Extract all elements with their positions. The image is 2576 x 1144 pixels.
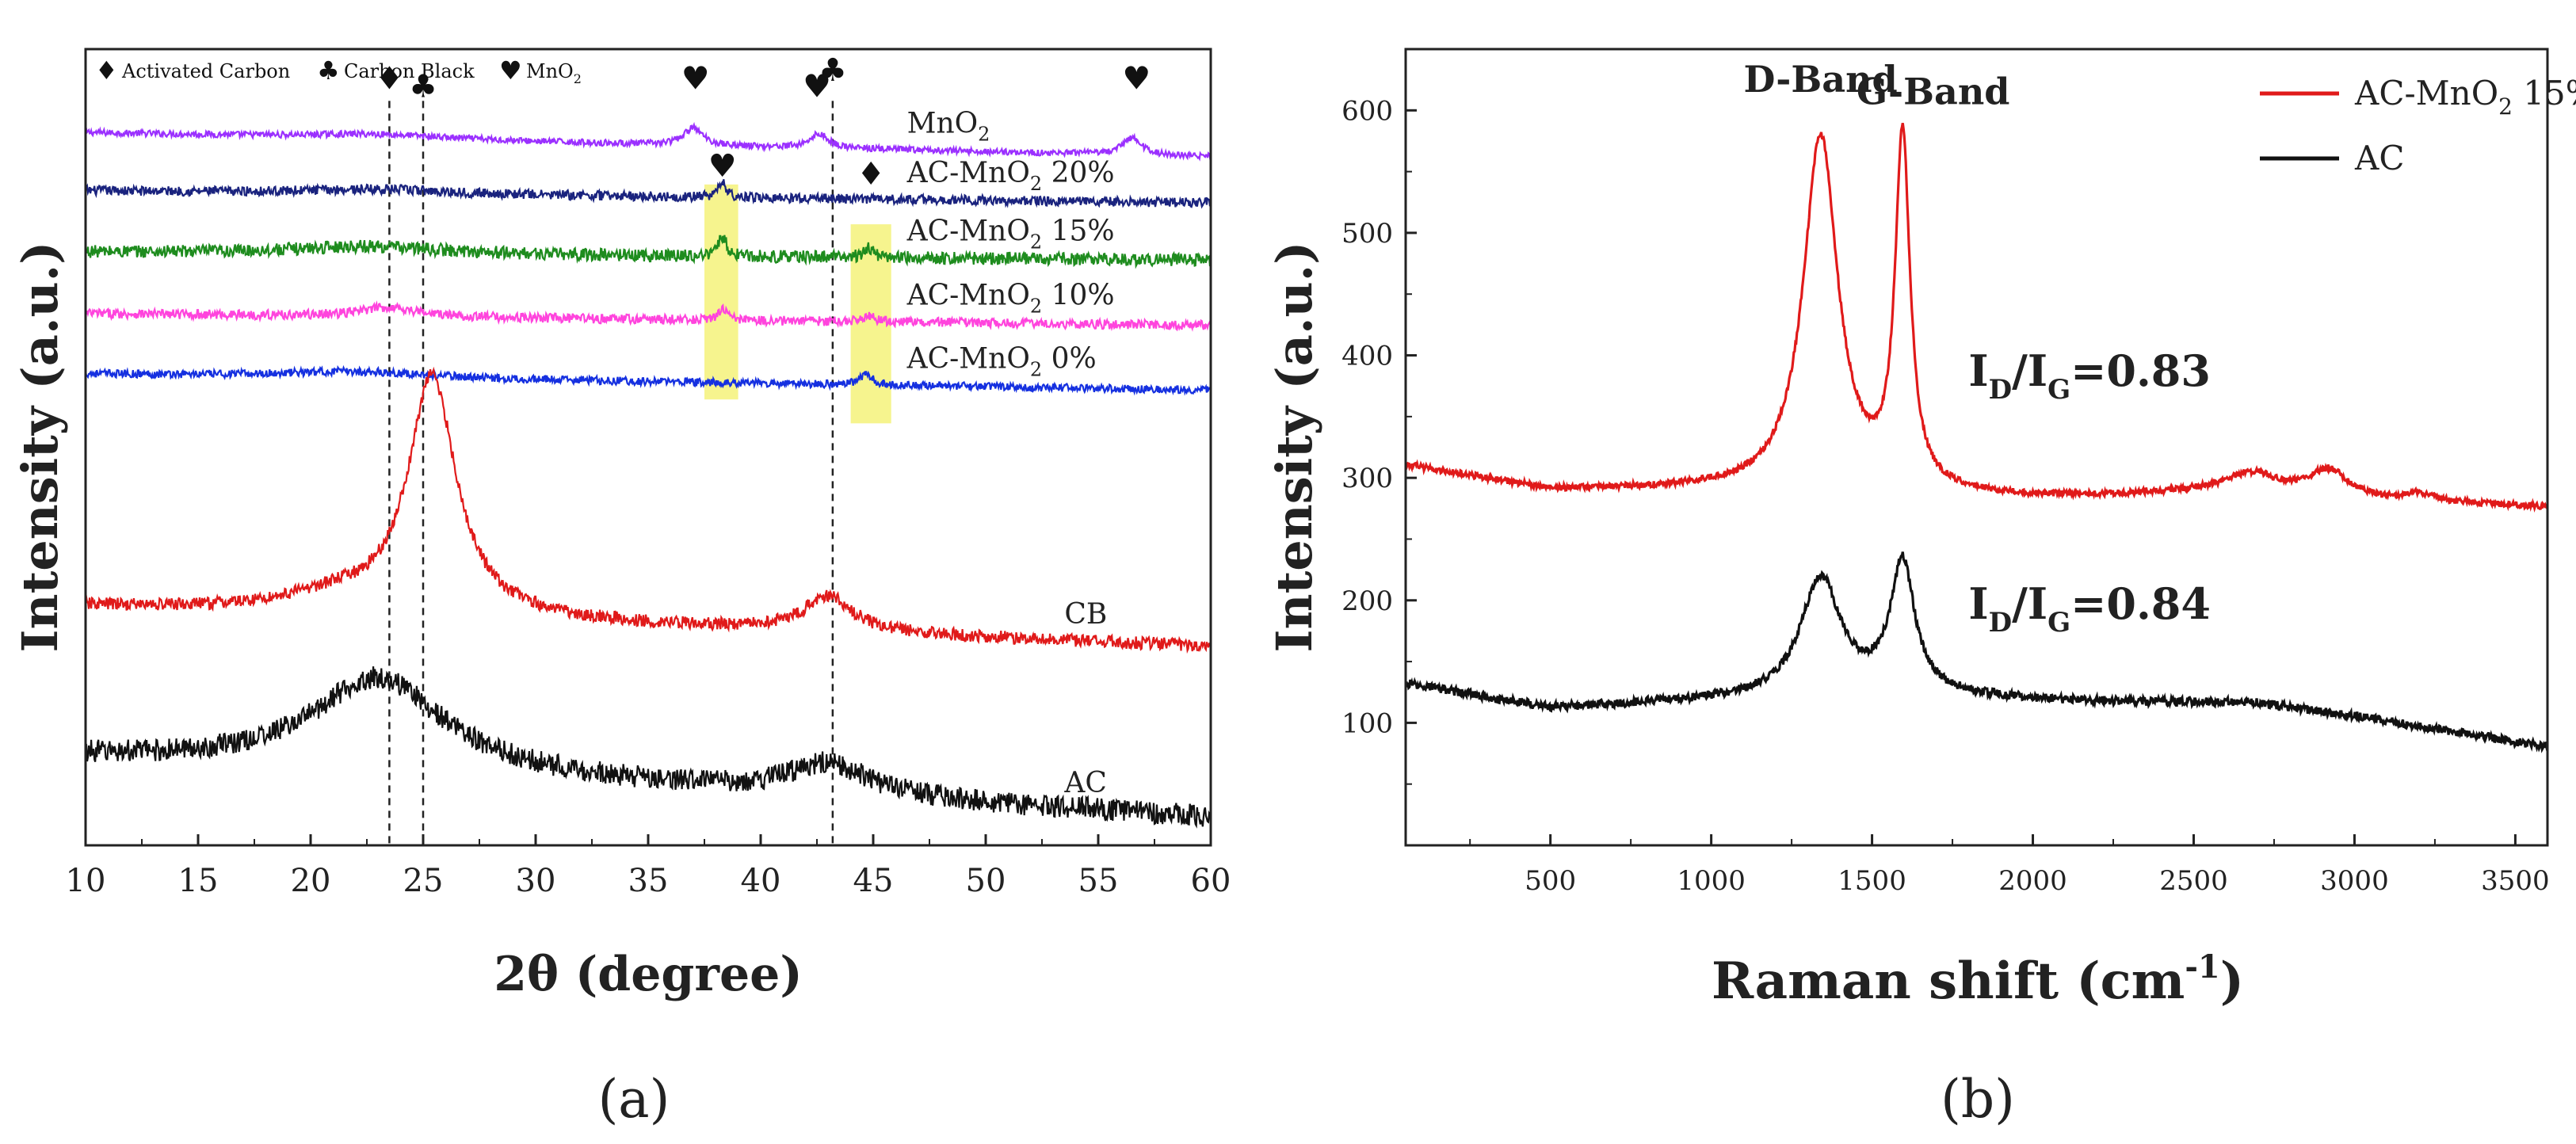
series-line [84, 121, 1212, 162]
y-tick-label: 600 [1341, 95, 1393, 127]
x-tick-label: 50 [966, 863, 1006, 899]
series-line [84, 364, 1212, 396]
peak-marker: ♣ [409, 68, 437, 105]
series-line [85, 235, 1212, 269]
series-labels: MnO2 AC-MnO2 20% AC-MnO2 15% AC-MnO2 10% AC-… [906, 108, 1115, 799]
x-tick-label: 25 [403, 863, 444, 899]
x-tick-label: 45 [853, 863, 894, 899]
y-tick-label: 500 [1341, 218, 1393, 250]
ratio-label: ID/IG=0.84 [1968, 578, 2211, 639]
series-label: AC-MnO2 10% [906, 280, 1115, 318]
x-tick-label: 10 [66, 863, 106, 899]
x-tick-label: 500 [1525, 865, 1576, 897]
plot-frame [1404, 48, 2549, 847]
highlight-band [704, 184, 738, 400]
y-tick-label: 300 [1341, 463, 1393, 494]
x-axis-label: Raman shift (cm-1) [1712, 948, 2244, 1011]
xrd-series [84, 121, 1212, 829]
x-tick-label: 60 [1191, 863, 1231, 899]
series-label: MnO2 [907, 108, 990, 146]
y-axis-label: Intensity (a.u.) [11, 241, 69, 652]
x-tick-label: 3500 [2481, 865, 2550, 897]
series-label: CB [1064, 598, 1107, 631]
x-tick-label: 30 [516, 863, 556, 899]
peak-marker: ♣ [819, 52, 847, 89]
x-tick-label: 1500 [1838, 865, 1906, 897]
series-line [85, 666, 1212, 829]
x-tick-label: 40 [741, 863, 781, 899]
legend-label: MnO2 [526, 60, 582, 86]
panel-label: (b) [1941, 1069, 2015, 1130]
series-label: AC [1063, 767, 1107, 799]
series-label: AC-MnO2 20% [906, 157, 1115, 195]
series-line [85, 179, 1212, 209]
y-axis-label: Intensity (a.u.) [1265, 241, 1323, 652]
legend-label: Activated Carbon [121, 60, 290, 82]
peak-marker: ♥ [708, 148, 737, 185]
highlight-bands [704, 184, 891, 424]
legend: AC-MnO2 15% AC [2260, 74, 2576, 177]
band-label: G-Band [1857, 71, 2010, 113]
axis-ticks: 500 1000 1500 2000 2500 3000 3500 100 200 300 400 5… [1341, 95, 2550, 897]
peak-marker: ♥ [803, 68, 831, 105]
x-ticks: 10 15 20 25 30 35 40 45 50 55 60 [66, 834, 1231, 899]
x-tick-label: 20 [291, 863, 331, 899]
y-tick-label: 400 [1341, 341, 1393, 372]
raman-panel: 500 1000 1500 2000 2500 3000 3500 100 200 300 400 5… [1265, 48, 2576, 1130]
legend-label: Carbon Black [344, 60, 475, 82]
x-tick-label: 2500 [2159, 865, 2228, 897]
legend: ♦ Activated Carbon ♣ Carbon Black ♥ MnO2 [95, 55, 582, 86]
series-label: AC-MnO2 0% [906, 343, 1097, 381]
peak-marker: ♦ [857, 156, 885, 193]
series-line [84, 366, 1212, 654]
y-tick-label: 100 [1341, 707, 1393, 739]
peak-markers: ♦ ♣ ♥ ♥♣ ♥♥ ♦ [375, 52, 1151, 193]
x-tick-label: 3000 [2320, 865, 2389, 897]
x-tick-label: 1000 [1677, 865, 1746, 897]
x-axis-label: 2θ (degree) [494, 947, 802, 1002]
legend-label: AC-MnO2 15% [2354, 74, 2576, 120]
x-tick-label: 35 [628, 863, 669, 899]
peak-marker: ♦ [375, 60, 403, 97]
band-label: D-Band [1744, 58, 1898, 101]
peak-marker: ♥ [681, 60, 710, 97]
legend-symbol: ♦ [95, 55, 118, 86]
legend-symbol: ♣ [317, 55, 340, 86]
y-tick-label: 200 [1341, 585, 1393, 617]
series-line [1404, 123, 2548, 513]
x-tick-label: 55 [1078, 863, 1119, 899]
peak-marker: ♥ [1122, 60, 1151, 97]
legend-label: AC [2354, 139, 2404, 177]
panel-label: (a) [598, 1069, 670, 1130]
series-label: AC-MnO2 15% [906, 215, 1115, 254]
x-tick-label: 15 [178, 863, 219, 899]
legend-symbol: ♥ [499, 55, 522, 86]
series-line [1404, 551, 2549, 753]
ratio-label: ID/IG=0.83 [1968, 345, 2211, 406]
series-line [84, 300, 1212, 332]
raman-series [1404, 123, 2549, 753]
x-tick-label: 2000 [1998, 865, 2067, 897]
reference-lines [388, 101, 834, 845]
